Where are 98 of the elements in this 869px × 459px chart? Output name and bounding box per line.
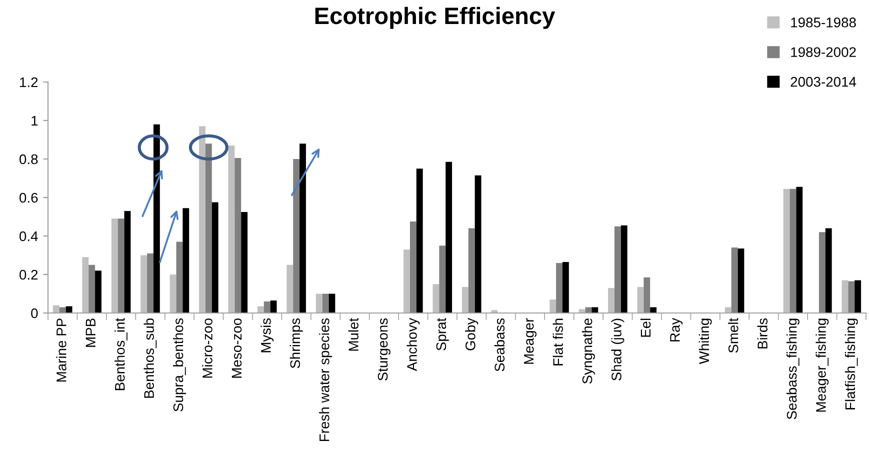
x-tick-label: Seabass_fishing [786,318,800,420]
bar [432,284,440,313]
bar [404,249,410,313]
legend-label: 2003-2014 [790,76,856,87]
bar [474,175,482,313]
x-tick-label: Seabass [494,318,505,372]
bar [228,146,235,313]
x-tick-label: Mysis [260,318,274,352]
bar [644,277,650,313]
bar [468,228,475,313]
x-tick-label: Eel [640,318,651,337]
x-tick-label: Benthos_sub [144,318,157,398]
x-tick-label: Flat fish [552,318,563,366]
bar [818,232,826,313]
legend-label: 1985-1988 [791,18,856,28]
bar [153,124,160,313]
bar [316,294,322,313]
bar [790,188,796,313]
x-tick-label: Supra_benthos [172,318,186,412]
y-tick-label: 0 [31,308,38,318]
bar [731,248,738,313]
bar [848,281,855,313]
bar [842,280,848,313]
bar [637,287,644,313]
bar [199,126,206,313]
x-tick-label: Smelt [728,318,738,353]
bar [446,162,452,313]
y-tick-label: 1.2 [20,77,38,88]
bar [608,288,614,313]
bar [578,309,586,313]
x-tick-label: Micro-zoo [202,318,212,378]
x-tick-label: Whiting [698,318,712,364]
x-tick-label: Marine PP [56,318,66,382]
y-tick-label: 0.2 [20,270,38,280]
bar [562,262,569,313]
bar [854,280,862,313]
bar [95,270,102,313]
bar [462,287,468,313]
bar [416,168,423,313]
bar [300,144,306,313]
bar [293,159,300,313]
bar [286,264,294,313]
x-tick-label: Sturgeons [378,318,390,381]
bar [212,202,218,313]
bar [118,218,124,313]
bar [147,253,154,313]
bar [170,274,176,313]
x-tick-label: Meager_fishing [816,318,829,412]
x-tick-label: Shrimps [290,318,303,368]
y-tick-label: 1 [32,116,38,126]
bar [264,301,270,313]
bar [556,262,562,313]
bar [550,300,556,313]
bar [140,255,148,313]
y-tick-label: 0.4 [20,231,38,242]
bar [650,307,657,313]
bar [620,225,628,313]
x-tick-label: Benthos_int [114,318,128,390]
bar [825,228,832,313]
x-tick-label: Meso-zoo [232,318,242,378]
x-tick-label: Flatfish_fishing [844,318,858,410]
x-tick-label: Shad (juv) [611,318,624,381]
bar [724,307,732,313]
bar [738,248,744,313]
x-tick-label: Sprat [436,318,449,350]
bar [592,307,598,313]
bar [111,218,118,313]
bar [783,188,790,313]
x-tick-label: MPB [86,318,96,347]
bar [52,305,60,313]
chart-title: Ecotrophic Efficiency [315,6,556,29]
x-tick-label: Syngnathe [582,318,595,384]
bar [614,226,621,313]
bar [82,257,89,313]
bar [241,212,248,313]
x-tick-label: Goby [465,318,478,350]
x-tick-label: Anchovy [406,318,420,372]
y-tick-label: 0.6 [20,192,38,203]
bar [796,186,803,313]
legend-label: 1989-2002 [791,47,856,58]
x-tick-label: Meager [524,318,537,364]
bar [439,246,446,313]
bar [328,294,336,313]
x-tick-label: Ray [670,318,683,342]
bar [182,208,190,313]
x-tick-label: Birds [757,318,768,348]
bar [88,264,96,313]
bar [322,294,329,313]
x-tick-label: Mulet [348,318,358,351]
y-tick-label: 0.8 [20,154,38,164]
bar [124,210,131,313]
x-tick-label: Fresh water species [319,318,332,441]
bar [234,158,242,313]
bar [410,222,416,313]
bar [59,307,66,313]
bar [205,144,212,313]
bar [257,306,264,313]
bar [176,242,183,313]
